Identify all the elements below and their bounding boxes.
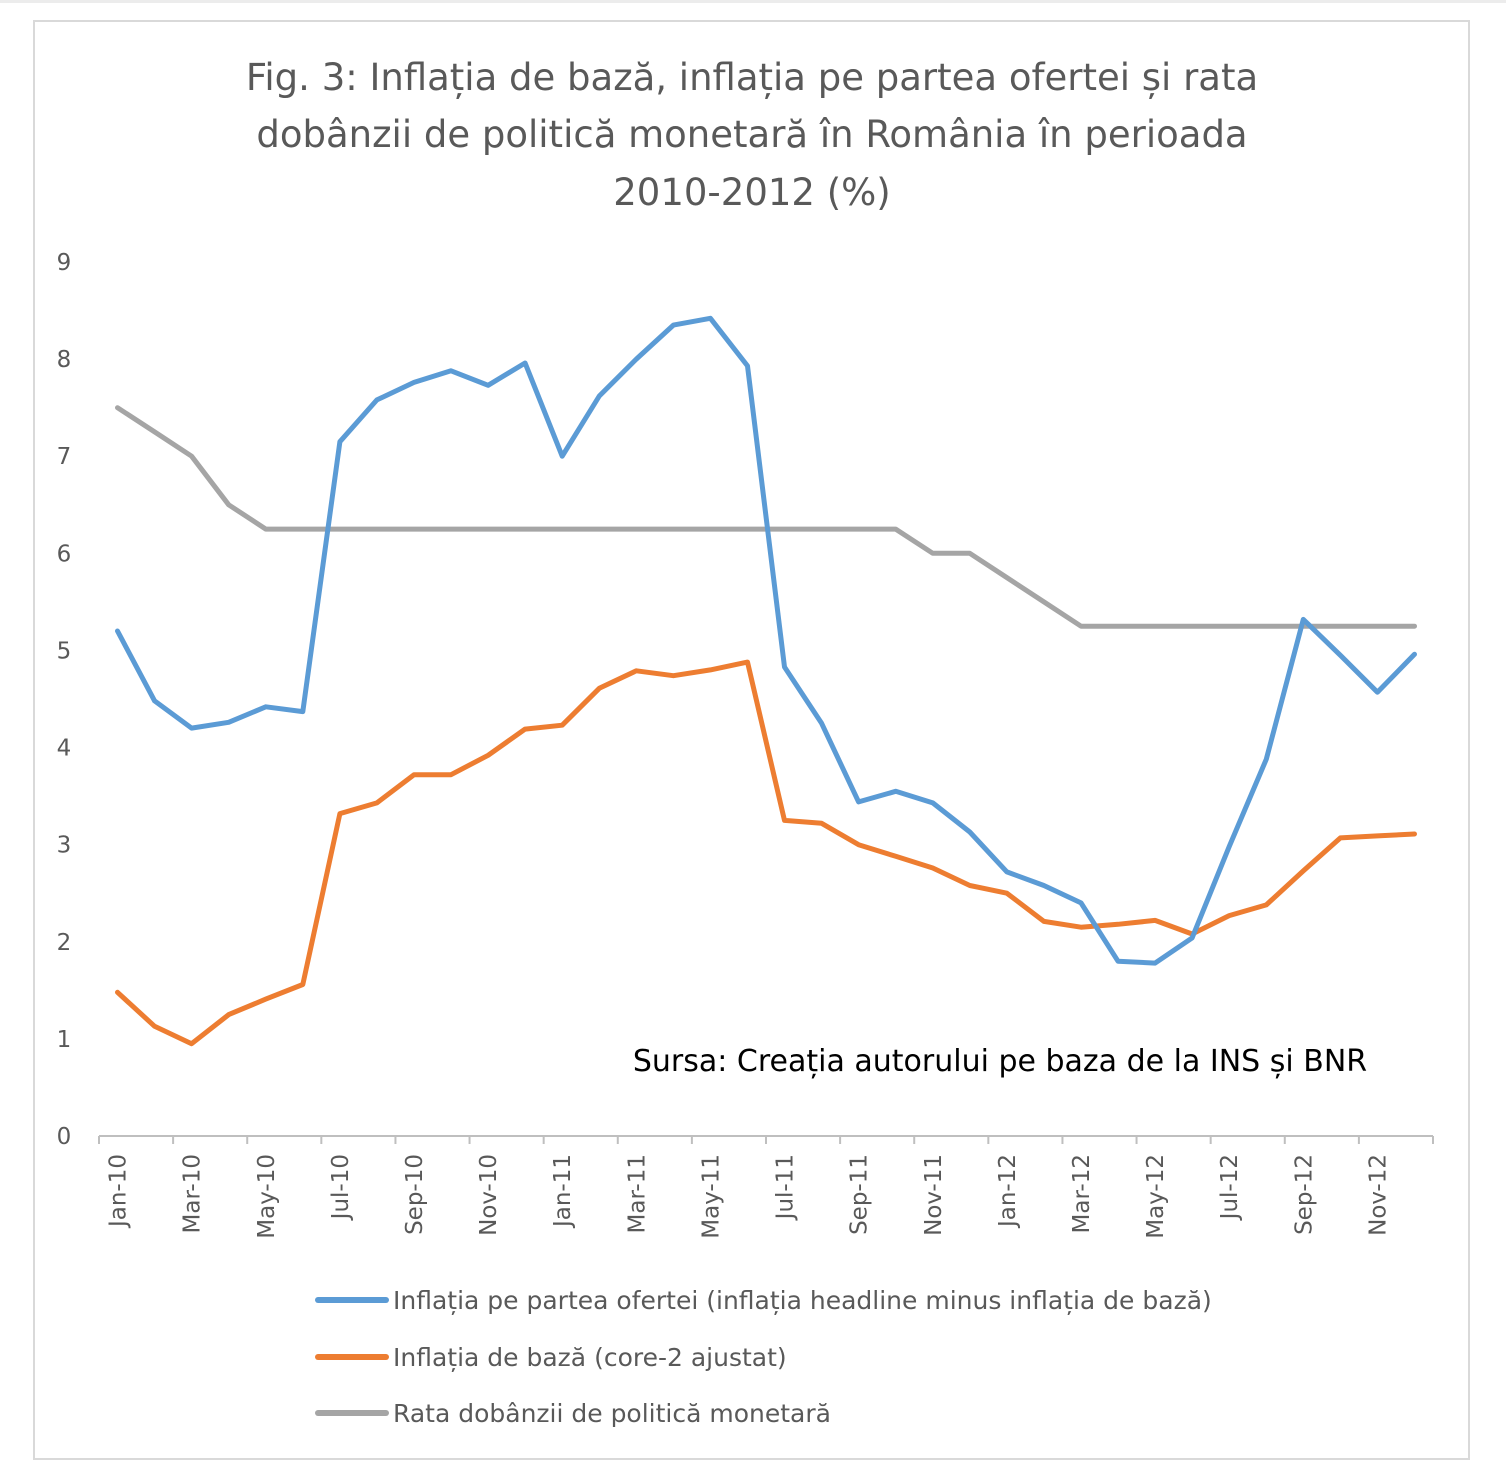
- y-tick-label: 8: [57, 347, 72, 373]
- chart-title: Fig. 3: Inflația de bază, inflația pe pa…: [246, 56, 1258, 214]
- x-axis: Jan-10 Mar-10 May-10 Jul-10 Sep-10 Nov-10 Jan-…: [98, 1135, 1434, 1239]
- legend-label: Inflația pe partea ofertei (inflația hea…: [393, 1286, 1212, 1315]
- x-tick-label: Jan-10: [106, 1154, 132, 1229]
- x-tick-label: Jan-11: [550, 1154, 576, 1229]
- x-tick-label: Mar-11: [624, 1154, 650, 1234]
- x-tick-label: May-12: [1143, 1154, 1169, 1239]
- x-tick-label: Jul-11: [773, 1154, 799, 1221]
- series-line-core-inflation: [115, 659, 1417, 1047]
- series-lines: [115, 315, 1417, 1047]
- x-tick-label: Jul-12: [1217, 1154, 1243, 1221]
- y-tick-label: 4: [57, 736, 72, 762]
- legend: Inflația pe partea ofertei (inflația hea…: [315, 1286, 1212, 1428]
- x-tick-label: Sep-10: [402, 1154, 428, 1235]
- x-tick-label: Jul-10: [328, 1154, 354, 1221]
- x-tick-label: Sep-12: [1291, 1154, 1317, 1235]
- y-tick-label: 1: [57, 1027, 72, 1053]
- y-tick-label: 0: [57, 1124, 72, 1150]
- y-tick-label: 5: [57, 638, 72, 664]
- chart-frame: [33, 20, 1470, 1460]
- x-tick-label: Jan-12: [995, 1154, 1021, 1229]
- chart-title-line-2: dobânzii de politică monetară în România…: [256, 113, 1247, 156]
- series-line-supply-inflation: [115, 315, 1417, 966]
- legend-item-supply-inflation: Inflația pe partea ofertei (inflația hea…: [315, 1286, 1212, 1315]
- x-tick-label: Mar-10: [180, 1154, 206, 1234]
- y-tick-label: 6: [57, 541, 72, 567]
- x-tick-label: May-11: [698, 1154, 724, 1239]
- y-tick-label: 7: [57, 444, 72, 470]
- legend-label: Rata dobânzii de politică monetară: [393, 1399, 831, 1428]
- top-separator: [0, 0, 1506, 3]
- x-tick-label: May-10: [254, 1154, 280, 1239]
- legend-item-core-inflation: Inflația de bază (core-2 ajustat): [315, 1343, 787, 1372]
- y-tick-label: 9: [57, 250, 72, 276]
- x-tick-label: Sep-11: [847, 1154, 873, 1235]
- x-tick-label: Nov-11: [921, 1154, 947, 1236]
- x-tick-label: Nov-12: [1365, 1154, 1391, 1236]
- x-tick-label: Nov-10: [476, 1154, 502, 1236]
- y-axis: 0 1 2 3 4 5 6 7 8 9: [57, 250, 72, 1150]
- y-tick-label: 3: [57, 833, 72, 859]
- y-tick-label: 2: [57, 930, 72, 956]
- chart-title-line-1: Fig. 3: Inflația de bază, inflația pe pa…: [246, 56, 1258, 99]
- source-annotation: Sursa: Creația autorului pe baza de la I…: [633, 1044, 1367, 1079]
- chart-title-line-3: 2010-2012 (%): [613, 171, 890, 214]
- legend-item-policy-rate: Rata dobânzii de politică monetară: [315, 1399, 831, 1428]
- legend-label: Inflația de bază (core-2 ajustat): [393, 1343, 787, 1372]
- x-tick-label: Mar-12: [1069, 1154, 1095, 1234]
